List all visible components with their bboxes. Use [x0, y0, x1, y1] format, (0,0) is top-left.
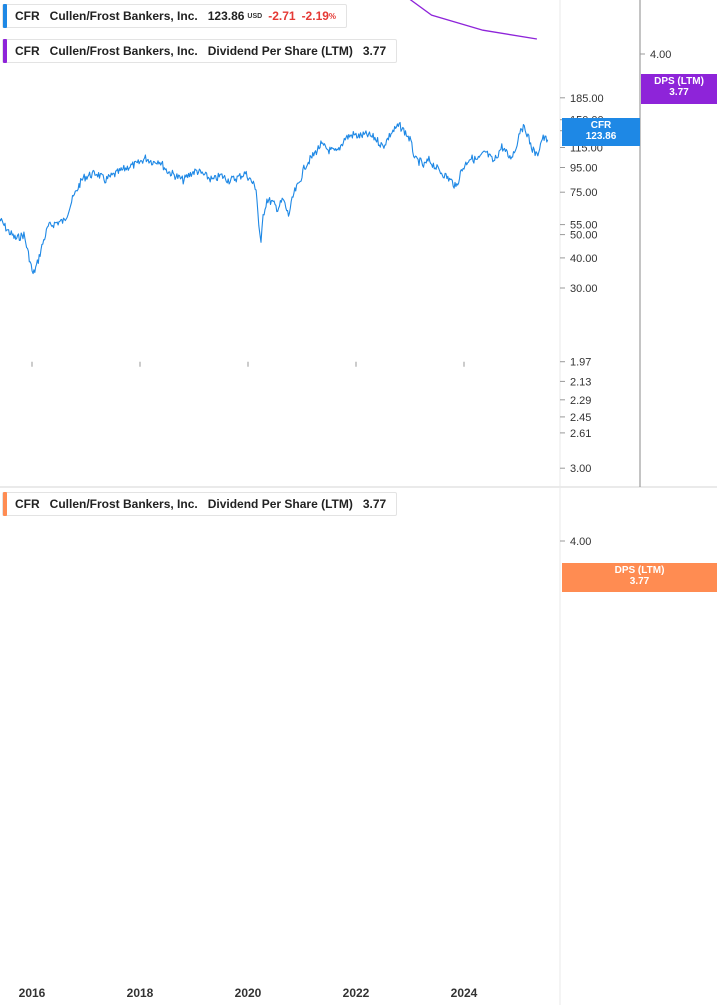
- bar-axis-tick-label: 2.45: [570, 412, 591, 424]
- price-axis-tick-label: 30.00: [570, 283, 598, 295]
- dps-tag-top-value: 3.77: [669, 87, 689, 98]
- legend-dps-line: CFR Cullen/Frost Bankers, Inc. Dividend …: [2, 39, 398, 63]
- legend-dps-bars: CFR Cullen/Frost Bankers, Inc. Dividend …: [2, 492, 398, 516]
- x-axis-tick-label: 2024: [451, 986, 478, 1000]
- legend-dps-ticker: CFR: [15, 44, 40, 58]
- bar-axis-tick-label: 3.00: [570, 463, 591, 475]
- price-axis-tick-label: 40.00: [570, 253, 598, 265]
- bar-axis-tick-label: 2.29: [570, 395, 591, 407]
- legend-dps-metric: Dividend Per Share (LTM): [207, 44, 353, 58]
- legend-dps-line-swatch: [3, 39, 7, 63]
- price-tag: CFR 123.86: [562, 118, 640, 146]
- legend-percent-sign: %: [328, 11, 337, 21]
- dps-axis-tick-label: 4.00: [650, 49, 671, 61]
- legend-company-name: Cullen/Frost Bankers, Inc.: [49, 9, 198, 23]
- legend-bars-metric: Dividend Per Share (LTM): [207, 497, 353, 511]
- price-axis-tick-label: 185.00: [570, 93, 604, 105]
- x-axis-tick-label: 2020: [235, 986, 262, 1000]
- bar-axis-tick-label: 2.13: [570, 376, 591, 388]
- legend-ticker: CFR: [15, 9, 40, 23]
- legend-bars-value: 3.77: [362, 497, 387, 511]
- legend-price-value: 123.86: [207, 9, 245, 23]
- dps-tag-top-label: DPS (LTM): [654, 76, 704, 87]
- bar-axis-tick-label: 1.97: [570, 357, 591, 369]
- dps-line-series: [409, 0, 538, 40]
- legend-currency: USD: [247, 12, 263, 20]
- price-tag-ticker: CFR: [590, 120, 612, 131]
- legend-dps-bars-swatch: [3, 492, 7, 516]
- legend-price: CFR Cullen/Frost Bankers, Inc. 123.86 US…: [2, 4, 348, 28]
- price-axis-tick-label: 75.00: [570, 187, 598, 199]
- legend-change-percent: -2.19: [301, 9, 329, 23]
- legend-dps-value: 3.77: [362, 44, 387, 58]
- dps-tag-bottom: DPS (LTM) 3.77: [562, 563, 717, 592]
- dps-tag-bottom-value: 3.77: [629, 576, 650, 587]
- legend-price-swatch: [3, 4, 7, 28]
- legend-change: -2.71: [268, 9, 296, 23]
- price-tag-value: 123.86: [585, 131, 617, 142]
- price-line-series: [0, 121, 549, 275]
- dps-tag-top: DPS (LTM) 3.77: [641, 74, 717, 104]
- x-axis-tick-label: 2016: [19, 986, 46, 1000]
- bar-axis-tick-label: 4.00: [570, 536, 591, 548]
- x-axis-tick-label: 2018: [127, 986, 154, 1000]
- legend-bars-company: Cullen/Frost Bankers, Inc.: [49, 497, 198, 511]
- price-axis-tick-label: 55.00: [570, 220, 598, 232]
- bar-axis-tick-label: 2.61: [570, 428, 591, 440]
- price-axis-tick-label: 95.00: [570, 163, 598, 175]
- x-axis-tick-label: 2022: [343, 986, 370, 1000]
- legend-dps-company: Cullen/Frost Bankers, Inc.: [49, 44, 198, 58]
- price-axis-tick-label: 50.00: [570, 230, 598, 242]
- legend-bars-ticker: CFR: [15, 497, 40, 511]
- dps-tag-bottom-label: DPS (LTM): [614, 565, 665, 576]
